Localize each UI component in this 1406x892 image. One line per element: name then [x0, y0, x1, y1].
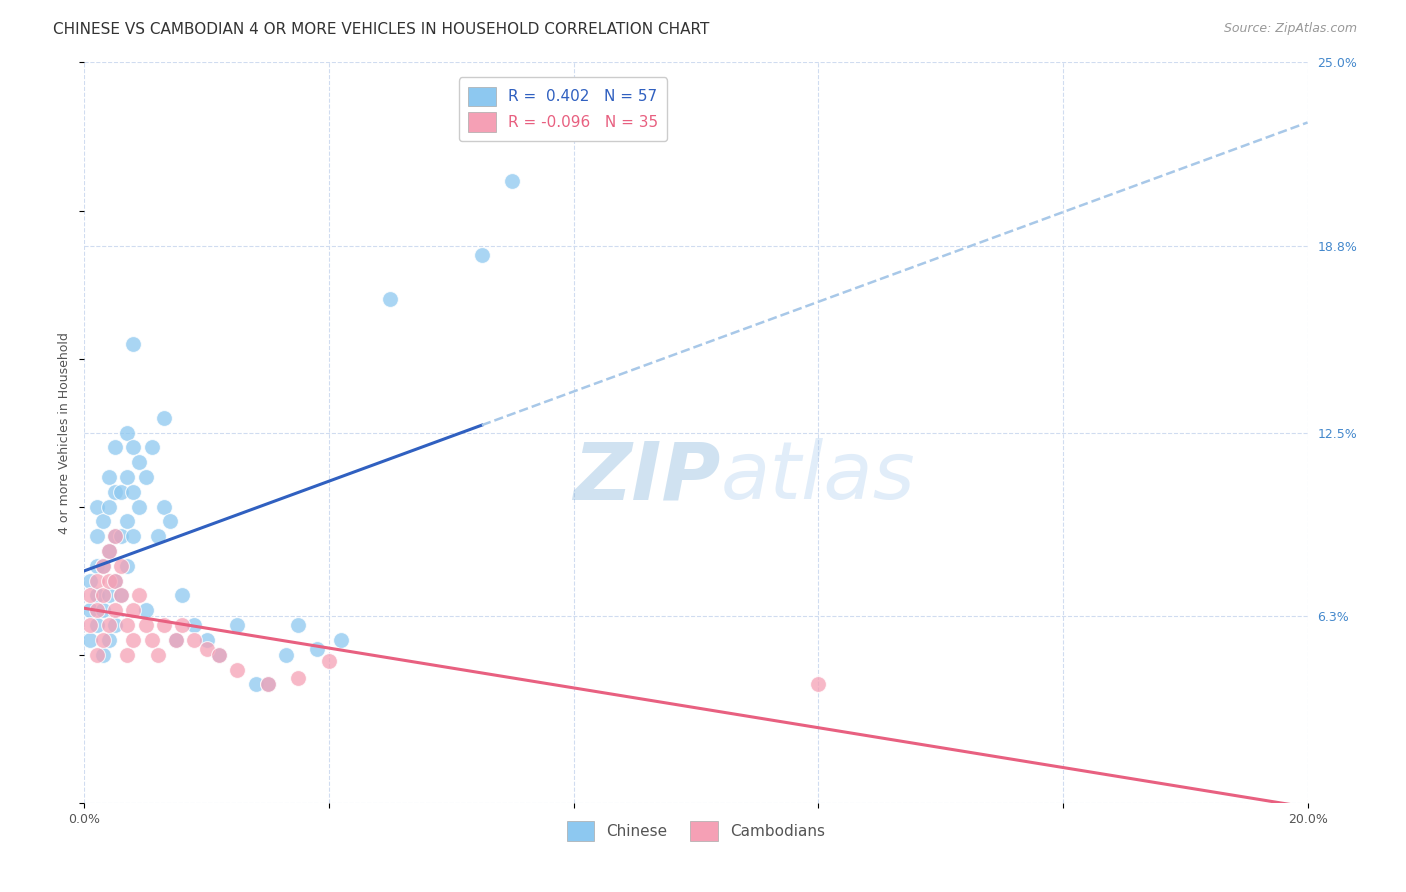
Point	[146, 529, 169, 543]
Point	[159, 515, 181, 529]
Point	[97, 544, 120, 558]
Point	[97, 632, 120, 647]
Point	[97, 589, 120, 603]
Point	[110, 484, 132, 499]
Point	[245, 677, 267, 691]
Point	[110, 589, 132, 603]
Legend: Chinese, Cambodians: Chinese, Cambodians	[561, 815, 831, 847]
Point	[97, 574, 120, 588]
Point	[807, 677, 830, 691]
Point	[86, 574, 108, 588]
Point	[91, 603, 114, 617]
Point	[86, 558, 108, 573]
Point	[183, 632, 205, 647]
Point	[86, 618, 108, 632]
Point	[115, 470, 138, 484]
Point	[305, 641, 328, 656]
Point	[104, 529, 127, 543]
Point	[122, 632, 145, 647]
Point	[91, 589, 114, 603]
Point	[91, 558, 114, 573]
Point	[79, 618, 101, 632]
Point	[141, 632, 163, 647]
Point	[165, 632, 187, 647]
Point	[115, 515, 138, 529]
Point	[257, 677, 280, 691]
Point	[135, 603, 157, 617]
Point	[104, 574, 127, 588]
Point	[165, 632, 187, 647]
Point	[79, 632, 101, 647]
Point	[91, 515, 114, 529]
Text: atlas: atlas	[720, 438, 915, 516]
Point	[122, 529, 145, 543]
Point	[195, 641, 218, 656]
Point	[183, 618, 205, 632]
Point	[122, 441, 145, 455]
Point	[86, 648, 108, 662]
Point	[330, 632, 353, 647]
Point	[104, 484, 127, 499]
Point	[79, 603, 101, 617]
Point	[97, 470, 120, 484]
Point	[128, 455, 150, 469]
Point	[110, 558, 132, 573]
Point	[287, 672, 309, 686]
Point	[195, 632, 218, 647]
Point	[153, 410, 176, 425]
Point	[128, 500, 150, 514]
Text: ZIP: ZIP	[574, 438, 720, 516]
Point	[97, 500, 120, 514]
Text: Source: ZipAtlas.com: Source: ZipAtlas.com	[1223, 22, 1357, 36]
Point	[122, 484, 145, 499]
Point	[153, 500, 176, 514]
Point	[318, 654, 340, 668]
Point	[115, 648, 138, 662]
Point	[172, 618, 194, 632]
Point	[257, 677, 280, 691]
Point	[97, 618, 120, 632]
Point	[91, 632, 114, 647]
Point	[287, 618, 309, 632]
Point	[141, 441, 163, 455]
Point	[91, 558, 114, 573]
Point	[226, 663, 249, 677]
Point	[153, 618, 176, 632]
Point	[86, 603, 108, 617]
Point	[128, 589, 150, 603]
Point	[502, 174, 524, 188]
Point	[110, 529, 132, 543]
Point	[146, 648, 169, 662]
Point	[86, 589, 108, 603]
Point	[172, 589, 194, 603]
Point	[91, 648, 114, 662]
Point	[115, 425, 138, 440]
Point	[104, 618, 127, 632]
Text: CHINESE VS CAMBODIAN 4 OR MORE VEHICLES IN HOUSEHOLD CORRELATION CHART: CHINESE VS CAMBODIAN 4 OR MORE VEHICLES …	[53, 22, 710, 37]
Point	[208, 648, 231, 662]
Point	[115, 558, 138, 573]
Point	[135, 618, 157, 632]
Point	[122, 603, 145, 617]
Point	[208, 648, 231, 662]
Point	[79, 589, 101, 603]
Point	[104, 603, 127, 617]
Point	[104, 574, 127, 588]
Point	[122, 336, 145, 351]
Point	[104, 441, 127, 455]
Point	[104, 529, 127, 543]
Point	[115, 618, 138, 632]
Y-axis label: 4 or more Vehicles in Household: 4 or more Vehicles in Household	[58, 332, 72, 533]
Point	[135, 470, 157, 484]
Point	[86, 500, 108, 514]
Point	[110, 589, 132, 603]
Point	[79, 574, 101, 588]
Point	[276, 648, 298, 662]
Point	[86, 529, 108, 543]
Point	[380, 293, 402, 307]
Point	[226, 618, 249, 632]
Point	[471, 248, 494, 262]
Point	[97, 544, 120, 558]
